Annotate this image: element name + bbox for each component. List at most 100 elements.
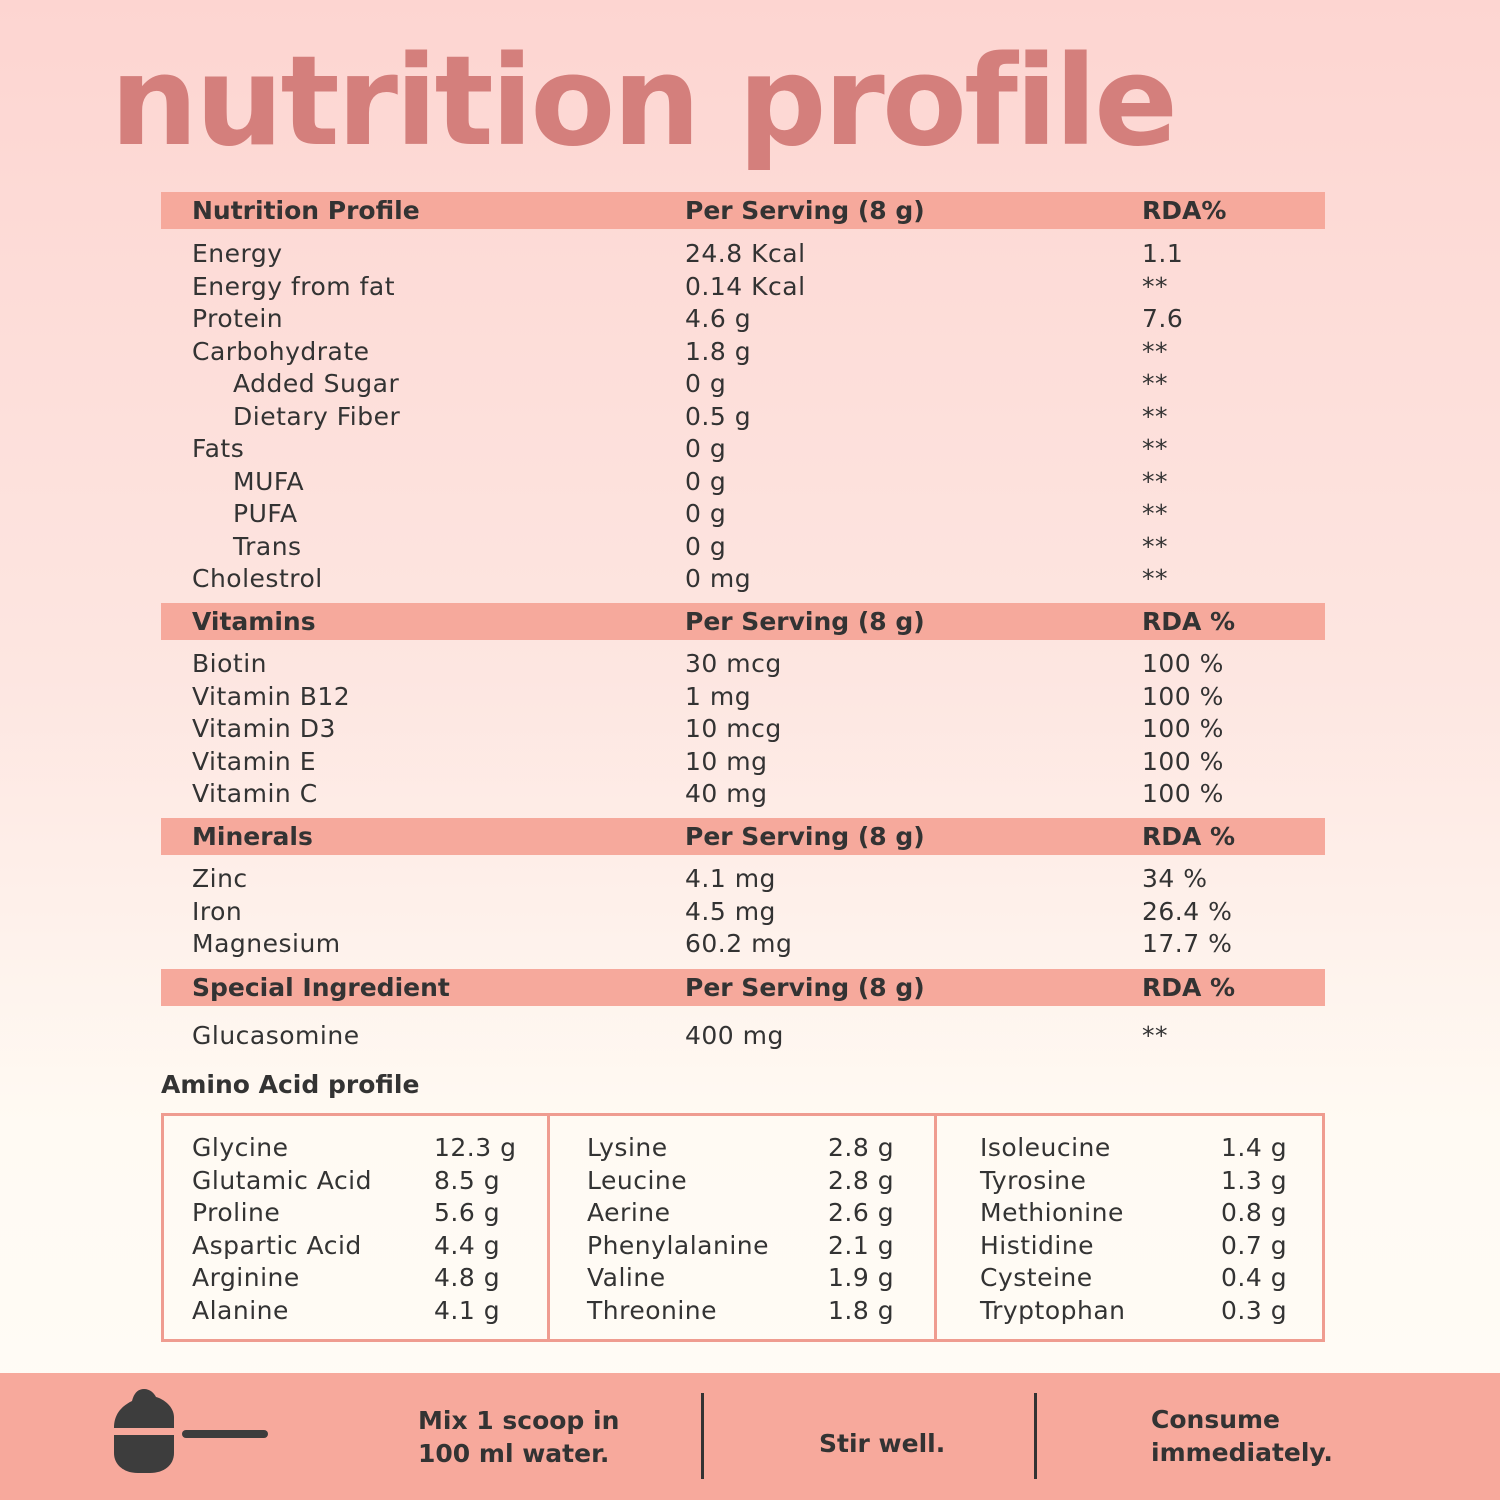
table-cell: 30 mcg: [685, 649, 782, 678]
amino-row: Leucine 2.8 g: [550, 1165, 934, 1198]
amino-name: Phenylalanine: [587, 1230, 769, 1260]
page-title: nutrition profile: [110, 30, 1178, 174]
amino-name: Histidine: [980, 1230, 1095, 1260]
table-row: Biotin 30 mcg 100 %: [161, 648, 1325, 681]
amino-name: Glutamic Acid: [192, 1165, 372, 1195]
table-cell: 4.5 mg: [685, 896, 776, 926]
table-row: Iron 4.5 mg 26.4 %: [161, 896, 1325, 929]
amino-amount: 1.9 g: [828, 1263, 895, 1292]
amino-row: Arginine 4.8 g: [164, 1262, 547, 1295]
table-cell: 0 mg: [685, 564, 752, 593]
table-cell: 4.6 g: [685, 304, 752, 333]
table-row: Magnesium 60.2 mg 17.7 %: [161, 928, 1325, 961]
table-cell: Zinc: [192, 864, 248, 893]
table-cell: 7.6: [1142, 304, 1184, 333]
step-stir: Stir well.: [819, 1429, 946, 1458]
header-cell: RDA%: [1142, 196, 1227, 225]
header-cell: Vitamins: [192, 607, 316, 636]
table-cell: 100 %: [1142, 714, 1224, 743]
amino-row: Histidine 0.7 g: [937, 1230, 1322, 1263]
amino-amount: 0.4 g: [1221, 1263, 1288, 1292]
step-consume-line2: immediately.: [1151, 1438, 1333, 1467]
table-row: Protein 4.6 g 7.6: [161, 303, 1325, 336]
amino-amount: 8.5 g: [434, 1165, 501, 1195]
table-cell: 10 mcg: [685, 714, 782, 743]
table-row: Dietary Fiber 0.5 g **: [161, 401, 1325, 434]
header-cell: Per Serving (8 g): [685, 196, 925, 225]
table-cell: Vitamin D3: [192, 714, 336, 743]
amino-row: Alanine 4.1 g: [164, 1295, 547, 1328]
table-cell: 0.5 g: [685, 401, 752, 431]
amino-amount: 12.3 g: [434, 1133, 517, 1162]
amino-amount: 2.8 g: [828, 1133, 895, 1162]
table-cell: 24.8 Kcal: [685, 239, 806, 268]
amino-name: Alanine: [192, 1295, 289, 1325]
table-cell: **: [1142, 1021, 1168, 1050]
amino-amount: 1.4 g: [1221, 1133, 1288, 1162]
amino-amount: 0.8 g: [1221, 1198, 1288, 1227]
header-cell: RDA %: [1142, 973, 1236, 1002]
table-cell: 0 g: [685, 434, 727, 463]
amino-amount: 2.1 g: [828, 1230, 895, 1260]
step-consume: Consume immediately.: [1151, 1403, 1333, 1469]
table-cell: 60.2 mg: [685, 929, 793, 958]
table-row: Vitamin B12 1 mg 100 %: [161, 681, 1325, 714]
table-row: Trans 0 g **: [161, 531, 1325, 564]
table-cell: Iron: [192, 896, 243, 926]
amino-name: Tyrosine: [980, 1165, 1087, 1195]
amino-name: Threonine: [587, 1295, 718, 1325]
amino-name: Lysine: [587, 1133, 668, 1162]
table-cell: 0 g: [685, 369, 727, 398]
amino-row: Aerine 2.6 g: [550, 1197, 934, 1230]
table-cell: Fats: [192, 434, 245, 463]
amino-amount: 5.6 g: [434, 1198, 501, 1227]
table-cell: 400 mg: [685, 1021, 784, 1050]
amino-amount: 4.4 g: [434, 1230, 501, 1260]
table-cell: **: [1142, 336, 1168, 366]
table-row: MUFA 0 g **: [161, 466, 1325, 499]
amino-name: Glycine: [192, 1133, 289, 1162]
header-cell: Per Serving (8 g): [685, 607, 925, 636]
amino-name: Cysteine: [980, 1263, 1093, 1292]
table-row: Added Sugar 0 g **: [161, 368, 1325, 401]
table-cell: **: [1142, 369, 1168, 398]
table-cell: Dietary Fiber: [233, 401, 401, 431]
table-cell: Trans: [233, 531, 302, 561]
amino-row: Aspartic Acid 4.4 g: [164, 1230, 547, 1263]
amino-amount: 4.1 g: [434, 1295, 501, 1325]
table-cell: **: [1142, 531, 1168, 561]
instructions-bar: Mix 1 scoop in 100 ml water. Stir well. …: [0, 1373, 1500, 1500]
section-header: Special Ingredient Per Serving (8 g) RDA %: [161, 969, 1325, 1006]
table-cell: Vitamin E: [192, 746, 317, 776]
amino-amount: 2.6 g: [828, 1198, 895, 1227]
table-cell: 100 %: [1142, 746, 1224, 776]
step-mix-line2: 100 ml water.: [418, 1439, 610, 1468]
table-row: Energy from fat 0.14 Kcal **: [161, 271, 1325, 304]
amino-amount: 1.3 g: [1221, 1165, 1288, 1195]
amino-row: Proline 5.6 g: [164, 1197, 547, 1230]
header-cell: Nutrition Profile: [192, 196, 420, 225]
header-cell: Special Ingredient: [192, 973, 450, 1002]
header-cell: Minerals: [192, 822, 313, 851]
table-cell: 100 %: [1142, 779, 1224, 808]
amino-row: Tryptophan 0.3 g: [937, 1295, 1322, 1328]
table-cell: Carbohydrate: [192, 336, 370, 366]
amino-row: Glycine 12.3 g: [164, 1132, 547, 1165]
table-row: Zinc 4.1 mg 34 %: [161, 863, 1325, 896]
divider: [1034, 1393, 1037, 1479]
table-row: Vitamin D3 10 mcg 100 %: [161, 713, 1325, 746]
table-cell: Protein: [192, 304, 284, 333]
divider: [701, 1393, 704, 1479]
table-cell: Energy: [192, 239, 283, 268]
amino-row: Phenylalanine 2.1 g: [550, 1230, 934, 1263]
table-row: Glucasomine 400 mg **: [161, 1020, 1325, 1053]
amino-name: Leucine: [587, 1165, 688, 1195]
amino-name: Aerine: [587, 1198, 671, 1227]
table-cell: **: [1142, 499, 1168, 528]
table-cell: 0 g: [685, 466, 727, 496]
table-row: Energy 24.8 Kcal 1.1: [161, 238, 1325, 271]
amino-column: Isoleucine 1.4 g Tyrosine 1.3 g Methionine 0.…: [934, 1116, 1322, 1339]
table-cell: MUFA: [233, 466, 305, 496]
table-cell: Biotin: [192, 649, 267, 678]
amino-row: Lysine 2.8 g: [550, 1132, 934, 1165]
